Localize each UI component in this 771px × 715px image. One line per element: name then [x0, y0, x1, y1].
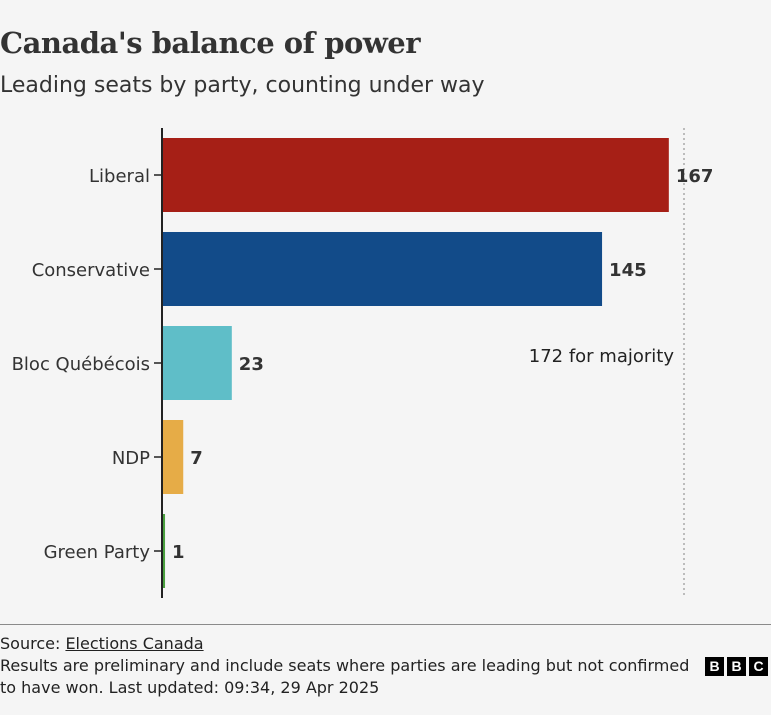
bar: [162, 514, 166, 588]
source-link[interactable]: Elections Canada: [65, 634, 204, 653]
value-label: 23: [239, 354, 264, 375]
category-label: NDP: [112, 448, 150, 469]
chart-subtitle: Leading seats by party, counting under w…: [0, 73, 485, 98]
majority-label: 172 for majority: [529, 346, 675, 367]
value-label: 145: [609, 260, 647, 281]
source-prefix: Source:: [0, 634, 66, 653]
bar: [162, 326, 232, 400]
footer-divider: [0, 624, 771, 625]
bbc-logo-letter: B: [705, 657, 724, 676]
bar: [162, 232, 603, 306]
footer-note: Results are preliminary and include seat…: [0, 656, 690, 697]
bbc-logo: B B C: [705, 657, 768, 676]
bar: [162, 138, 669, 212]
footer: Source: Elections Canada Results are pre…: [0, 633, 700, 699]
bbc-logo-letter: B: [727, 657, 746, 676]
category-label: Green Party: [44, 542, 151, 563]
category-label: Liberal: [89, 166, 150, 187]
bbc-logo-letter: C: [749, 657, 768, 676]
value-label: 167: [676, 166, 714, 187]
chart-title: Canada's balance of power: [0, 26, 421, 60]
category-label: Bloc Québécois: [12, 354, 150, 375]
category-label: Conservative: [32, 260, 150, 281]
bar-chart: Liberal 167 Conservative 145 Bloc Québécois 2…: [12, 128, 714, 598]
bar: [162, 420, 184, 494]
value-label: 1: [172, 542, 185, 563]
source-line: Source: Elections Canada: [0, 633, 700, 655]
value-label: 7: [190, 448, 203, 469]
